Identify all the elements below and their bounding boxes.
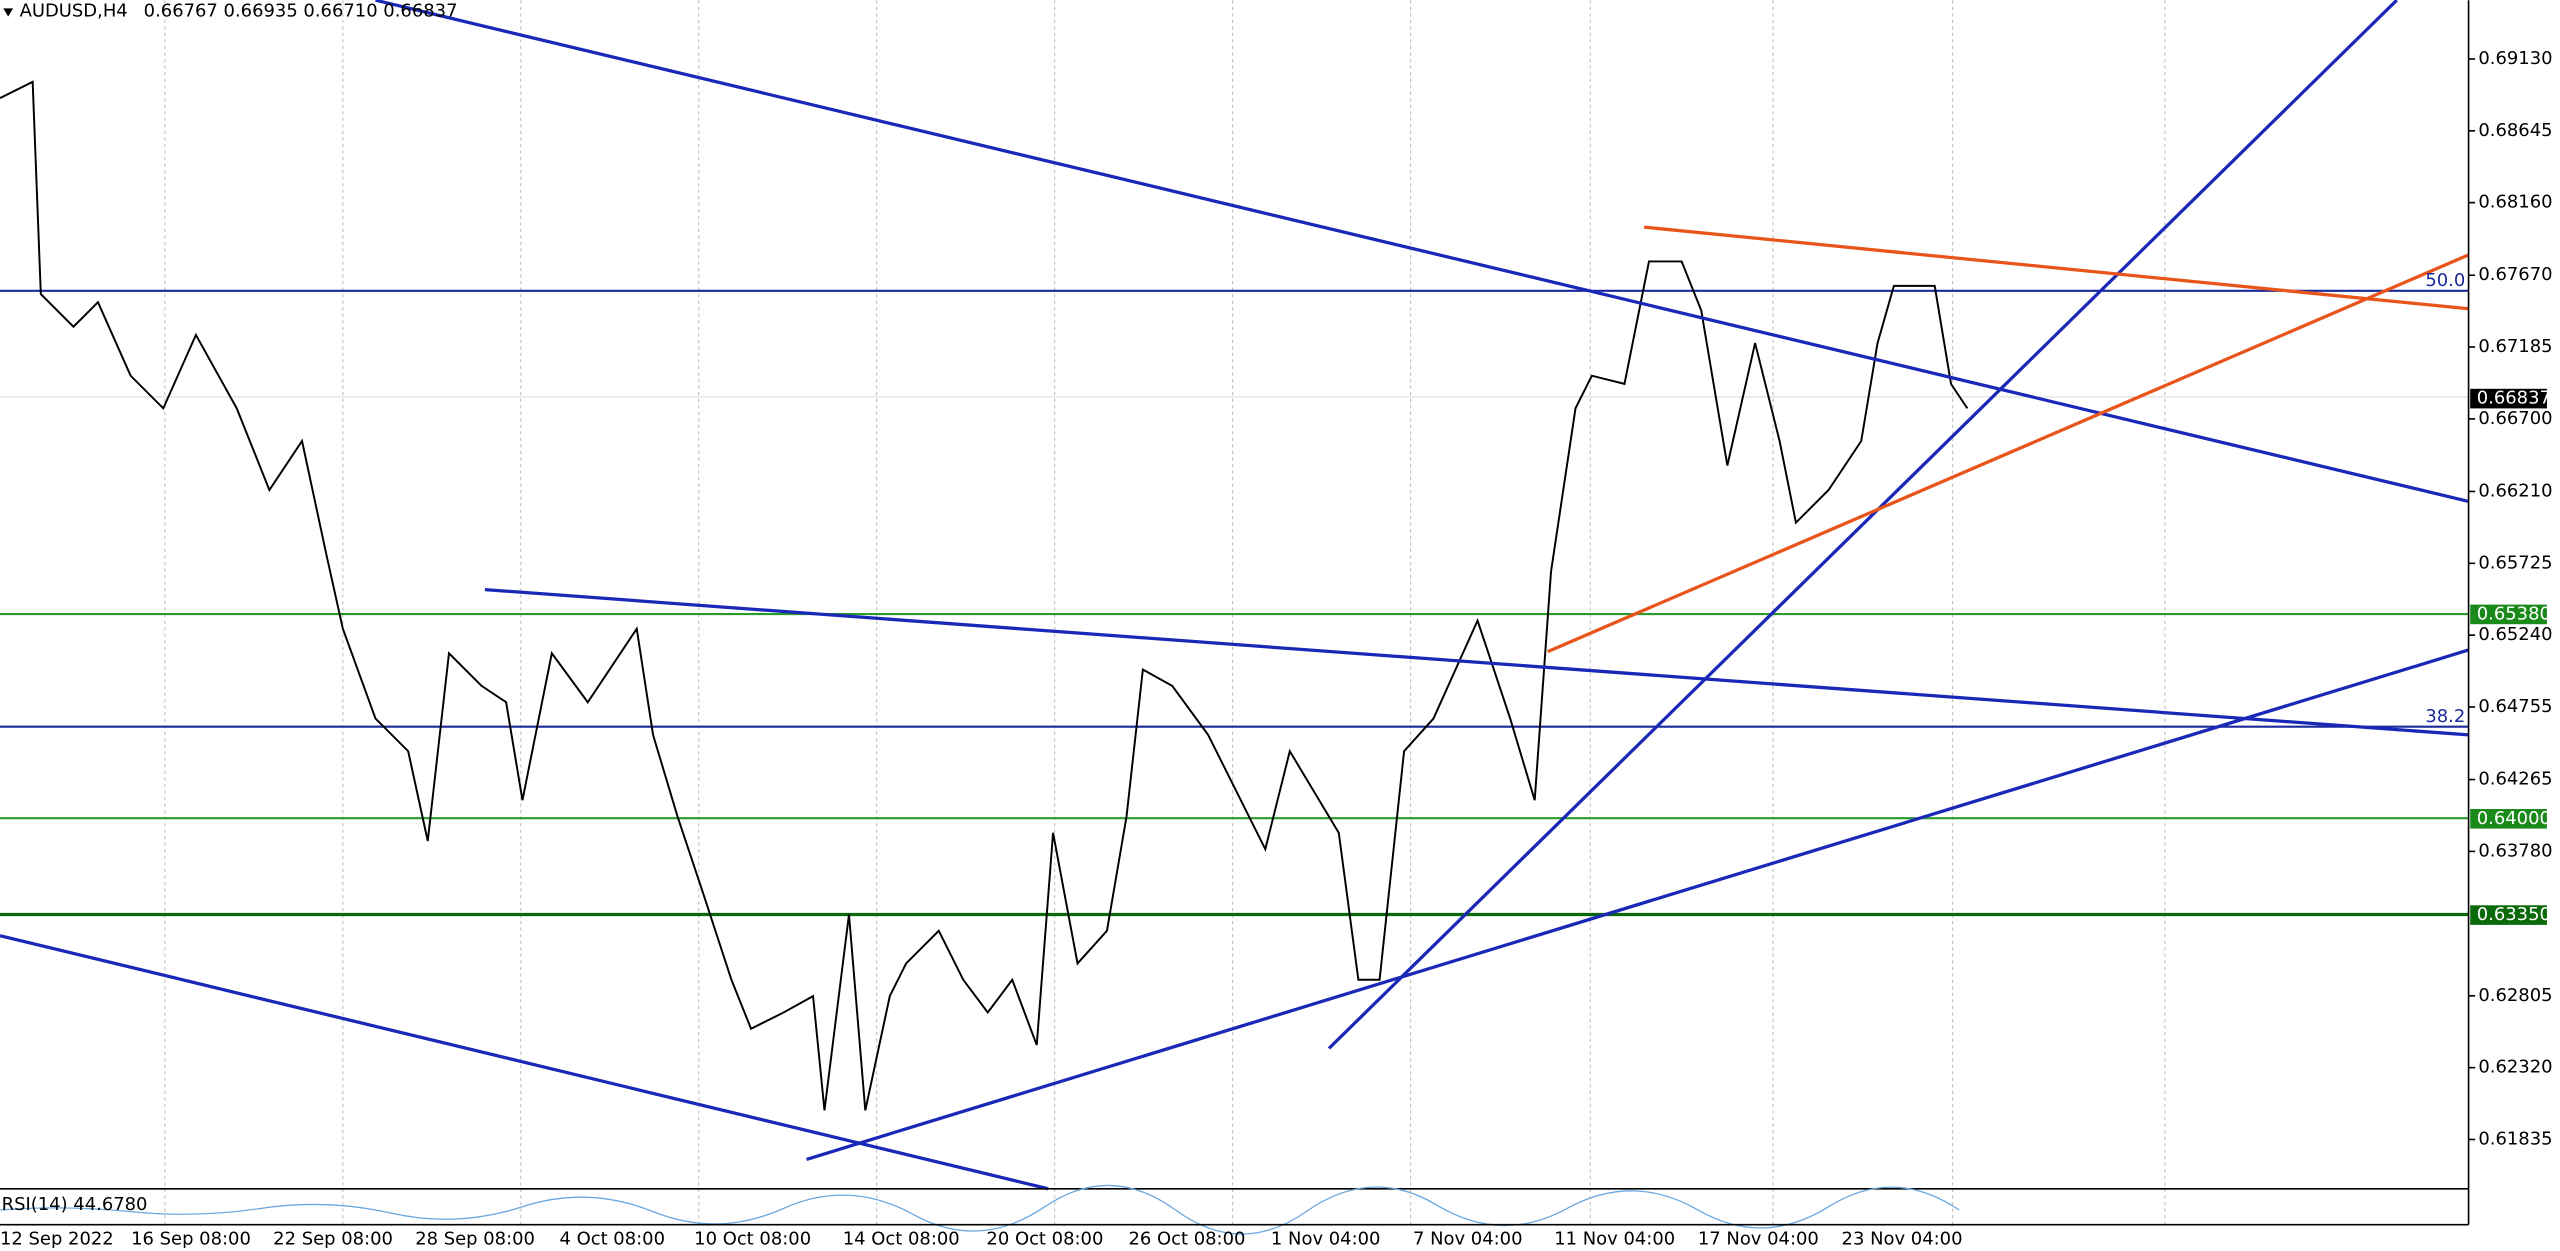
price-label: 0.66210 [2478,480,2552,501]
time-label: 17 Nov 04:00 [1698,1228,1819,1249]
price-label: 0.64265 [2478,769,2552,790]
price-box-label: 0.66837 [2477,388,2551,409]
horizontal-levels [0,289,2469,917]
price-box-label: 0.63350 [2477,904,2551,925]
time-label: 14 Oct 08:00 [843,1228,960,1249]
price-box [2470,604,2547,625]
axes: 0.69130 0.68645 0.68160 0.67670 0.67185 0.667… [0,48,2553,1249]
price-label: 0.68160 [2478,192,2552,213]
price-box-label: 0.65380 [2477,603,2551,624]
time-label: 10 Oct 08:00 [694,1228,811,1249]
time-label: 12 Sep 2022 [0,1228,114,1249]
price-label: 0.63780 [2478,840,2552,861]
fib-label: 38.2 [2425,706,2465,727]
price-series [0,80,1969,1111]
symbol-label: AUDUSD,H4 [20,1,128,22]
time-label: 20 Oct 08:00 [986,1228,1103,1249]
time-label: 11 Nov 04:00 [1554,1228,1675,1249]
price-box [2470,809,2547,829]
price-label: 0.69130 [2478,48,2552,69]
price-box [2470,905,2547,925]
ohlc-label: 0.66767 0.66935 0.66710 0.66837 [144,1,458,22]
indicator-label: RSI(14) 44.6780 [2,1194,148,1215]
price-label: 0.65240 [2478,624,2552,645]
time-label: 1 Nov 04:00 [1271,1228,1381,1249]
price-box-label: 0.64000 [2477,808,2551,829]
time-label: 23 Nov 04:00 [1842,1228,1963,1249]
time-label: 26 Oct 08:00 [1128,1228,1245,1249]
time-label: 4 Oct 08:00 [559,1228,665,1249]
price-label: 0.64755 [2478,696,2552,717]
price-label: 0.67185 [2478,336,2552,357]
price-label: 0.62320 [2478,1057,2552,1078]
time-label: 28 Sep 08:00 [415,1228,535,1249]
trendlines [0,0,2470,1191]
menu-arrow[interactable] [3,8,14,17]
time-label: 22 Sep 08:00 [273,1228,393,1249]
price-box [2470,388,2547,409]
vertical-grid [164,0,2166,1225]
price-label: 0.61835 [2478,1128,2552,1149]
price-label: 0.66700 [2478,408,2552,429]
price-label: 0.62805 [2478,985,2552,1006]
price-label: 0.67670 [2478,264,2552,285]
price-label: 0.68645 [2478,120,2552,141]
price-label: 0.65725 [2478,552,2552,573]
fib-label: 50.0 [2425,270,2465,291]
time-label: 7 Nov 04:00 [1413,1228,1523,1249]
time-label: 16 Sep 08:00 [131,1228,251,1249]
rsi-line [0,1184,1960,1235]
